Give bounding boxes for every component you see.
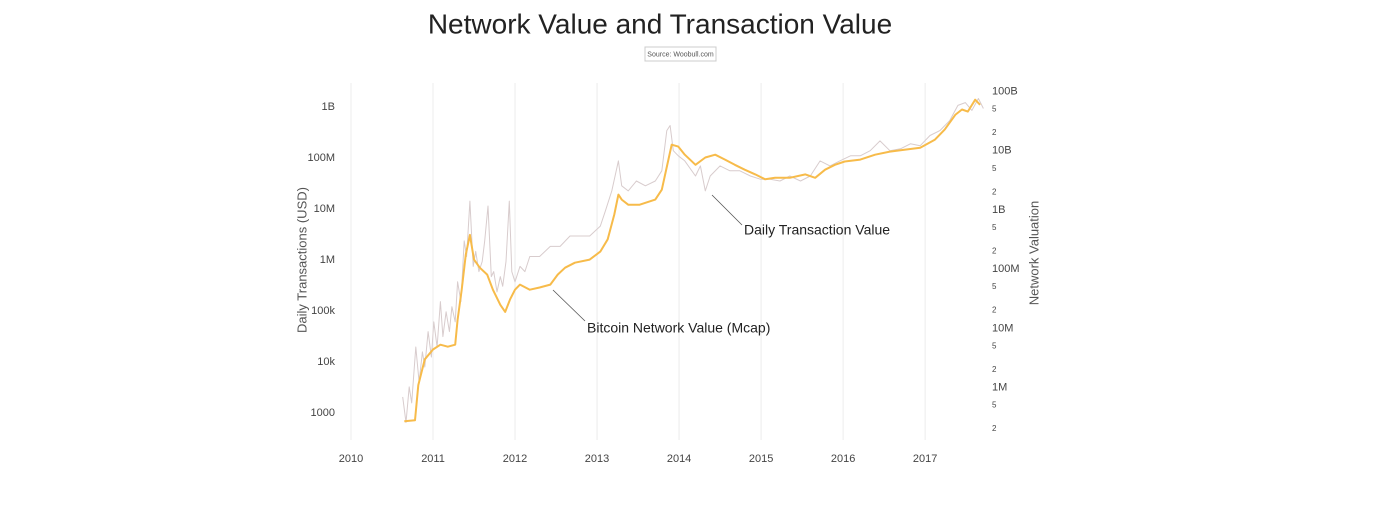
x-tick-label: 2012 bbox=[503, 453, 527, 465]
subtitle-box bbox=[644, 46, 717, 62]
y-tick-label: 1M bbox=[320, 254, 335, 266]
x-tick-label: 2010 bbox=[339, 453, 363, 465]
y-tick-label: 1B bbox=[322, 101, 335, 113]
y-tick-label: 100M bbox=[307, 152, 335, 164]
y2-tick-label: 5 bbox=[992, 282, 997, 291]
y2-tick-label: 10M bbox=[992, 322, 1013, 334]
grid bbox=[350, 83, 926, 440]
y-tick-label: 10k bbox=[317, 356, 335, 368]
y-tick-label: 10M bbox=[314, 203, 335, 215]
series-line bbox=[404, 98, 981, 423]
y2-tick-label: 2 bbox=[992, 306, 997, 315]
y2-tick-label: 100M bbox=[992, 263, 1020, 275]
y2-axis-title: Network Valuation bbox=[1026, 201, 1041, 306]
x-tick-label: 2014 bbox=[667, 453, 691, 465]
y-tick-label: 100k bbox=[311, 305, 335, 317]
annotation: Daily Transaction Value bbox=[744, 222, 890, 238]
subtitle: Source: Woobull.com bbox=[647, 51, 714, 58]
y-axis-title: Daily Transactions (USD) bbox=[294, 187, 309, 333]
y2-tick-label: 5 bbox=[992, 223, 997, 232]
y2-tick-label: 10B bbox=[992, 145, 1012, 157]
x-tick-label: 2015 bbox=[749, 453, 773, 465]
y2-tick-label: 5 bbox=[992, 105, 997, 114]
y2-tick-label: 2 bbox=[992, 424, 997, 433]
plot bbox=[402, 98, 984, 423]
y2-tick-label: 5 bbox=[992, 400, 997, 409]
y2-tick-label: 100B bbox=[992, 86, 1018, 98]
series-line bbox=[402, 98, 984, 423]
y2-tick-label: 2 bbox=[992, 246, 997, 255]
y2-tick-label: 2 bbox=[992, 187, 997, 196]
y2-tick-label: 2 bbox=[992, 128, 997, 137]
annotation: Bitcoin Network Value (Mcap) bbox=[587, 320, 770, 336]
y2-tick-label: 5 bbox=[992, 164, 997, 173]
annotation-leader bbox=[552, 289, 586, 322]
x-tick-label: 2017 bbox=[913, 453, 937, 465]
y2-tick-label: 1B bbox=[992, 204, 1005, 216]
y-tick-label: 1000 bbox=[311, 407, 335, 419]
y2-tick-label: 1M bbox=[992, 381, 1007, 393]
x-tick-label: 2011 bbox=[421, 453, 445, 465]
annotation-leader bbox=[711, 194, 743, 226]
x-tick-label: 2013 bbox=[585, 453, 609, 465]
y2-tick-label: 5 bbox=[992, 341, 997, 350]
chart-title: Network Value and Transaction Value bbox=[428, 8, 892, 39]
y2-tick-label: 2 bbox=[992, 365, 997, 374]
x-tick-label: 2016 bbox=[831, 453, 855, 465]
